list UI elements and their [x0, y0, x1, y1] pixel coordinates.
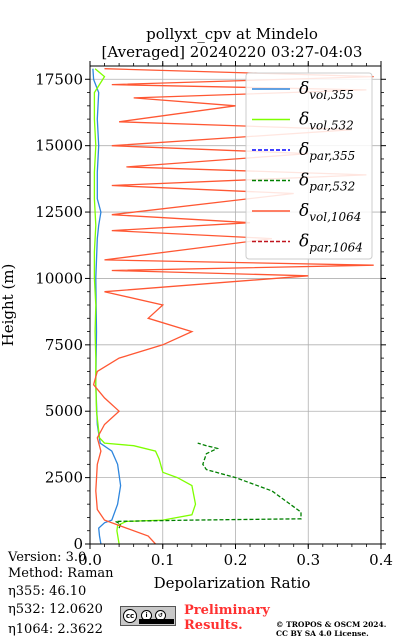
legend-label-1: δvol,532: [299, 110, 354, 133]
legend-label-4: δvol,1064: [299, 201, 361, 224]
legend-label-2: δpar,355: [299, 140, 355, 163]
legend-label-3: δpar,532: [299, 171, 355, 194]
y-tick-label: 2500: [45, 469, 83, 487]
copyright-line1: © TROPOS & OSCM 2024.: [276, 620, 387, 629]
y-tick-label: 15000: [35, 137, 83, 155]
eta1064-text: η1064: 2.3622: [8, 622, 103, 637]
y-tick-label: 12500: [35, 203, 83, 221]
series-par532: [115, 442, 302, 529]
preliminary-line1: Preliminary: [184, 603, 270, 618]
y-tick-label: 17500: [35, 70, 83, 88]
x-tick-label: 0.0: [78, 551, 102, 569]
copyright-line2: CC BY SA 4.0 License.: [276, 629, 369, 638]
preliminary-line2: Results.: [184, 618, 243, 633]
y-tick-label: 5000: [45, 402, 83, 420]
y-tick-label: 0: [73, 535, 83, 553]
preliminary-notice: Preliminary Results.: [184, 603, 270, 633]
x-tick-label: 0.1: [151, 551, 175, 569]
legend-label-5: δpar,1064: [299, 232, 363, 255]
series-vol532: [93, 68, 197, 544]
y-tick-label: 7500: [45, 336, 83, 354]
axis-ticks: 0.0 0.1 0.2 0.3 0.4 0 2500 5000 7500 10000 12500 15…: [35, 61, 393, 569]
y-tick-label: 10000: [35, 269, 83, 287]
y-axis-label: Height (m): [0, 264, 17, 347]
x-axis-label: Depolarization Ratio: [154, 574, 311, 592]
method-text: Method: Raman: [8, 566, 114, 581]
x-tick-label: 0.3: [296, 551, 320, 569]
cc-icon: cc: [123, 609, 137, 623]
cc-badge-bar: [139, 619, 174, 624]
legend: δvol,355 δvol,532 δpar,355 δpar,532 δvol,106…: [245, 72, 373, 260]
eta532-text: η532: 12.0620: [8, 602, 103, 617]
x-tick-label: 0.2: [224, 551, 248, 569]
cc-license-badge: cc i ↺: [120, 606, 176, 626]
legend-label-0: δvol,355: [299, 79, 354, 102]
version-text: Version: 3.0: [8, 550, 87, 565]
chart-title-line2: [Averaged] 20240220 03:27-04:03: [102, 43, 363, 61]
chart-title-line1: pollyxt_cpv at Mindelo: [146, 25, 318, 43]
eta355-text: η355: 46.10: [8, 584, 87, 599]
x-tick-label: 0.4: [369, 551, 393, 569]
copyright-notice: © TROPOS & OSCM 2024. CC BY SA 4.0 Licen…: [276, 620, 386, 638]
